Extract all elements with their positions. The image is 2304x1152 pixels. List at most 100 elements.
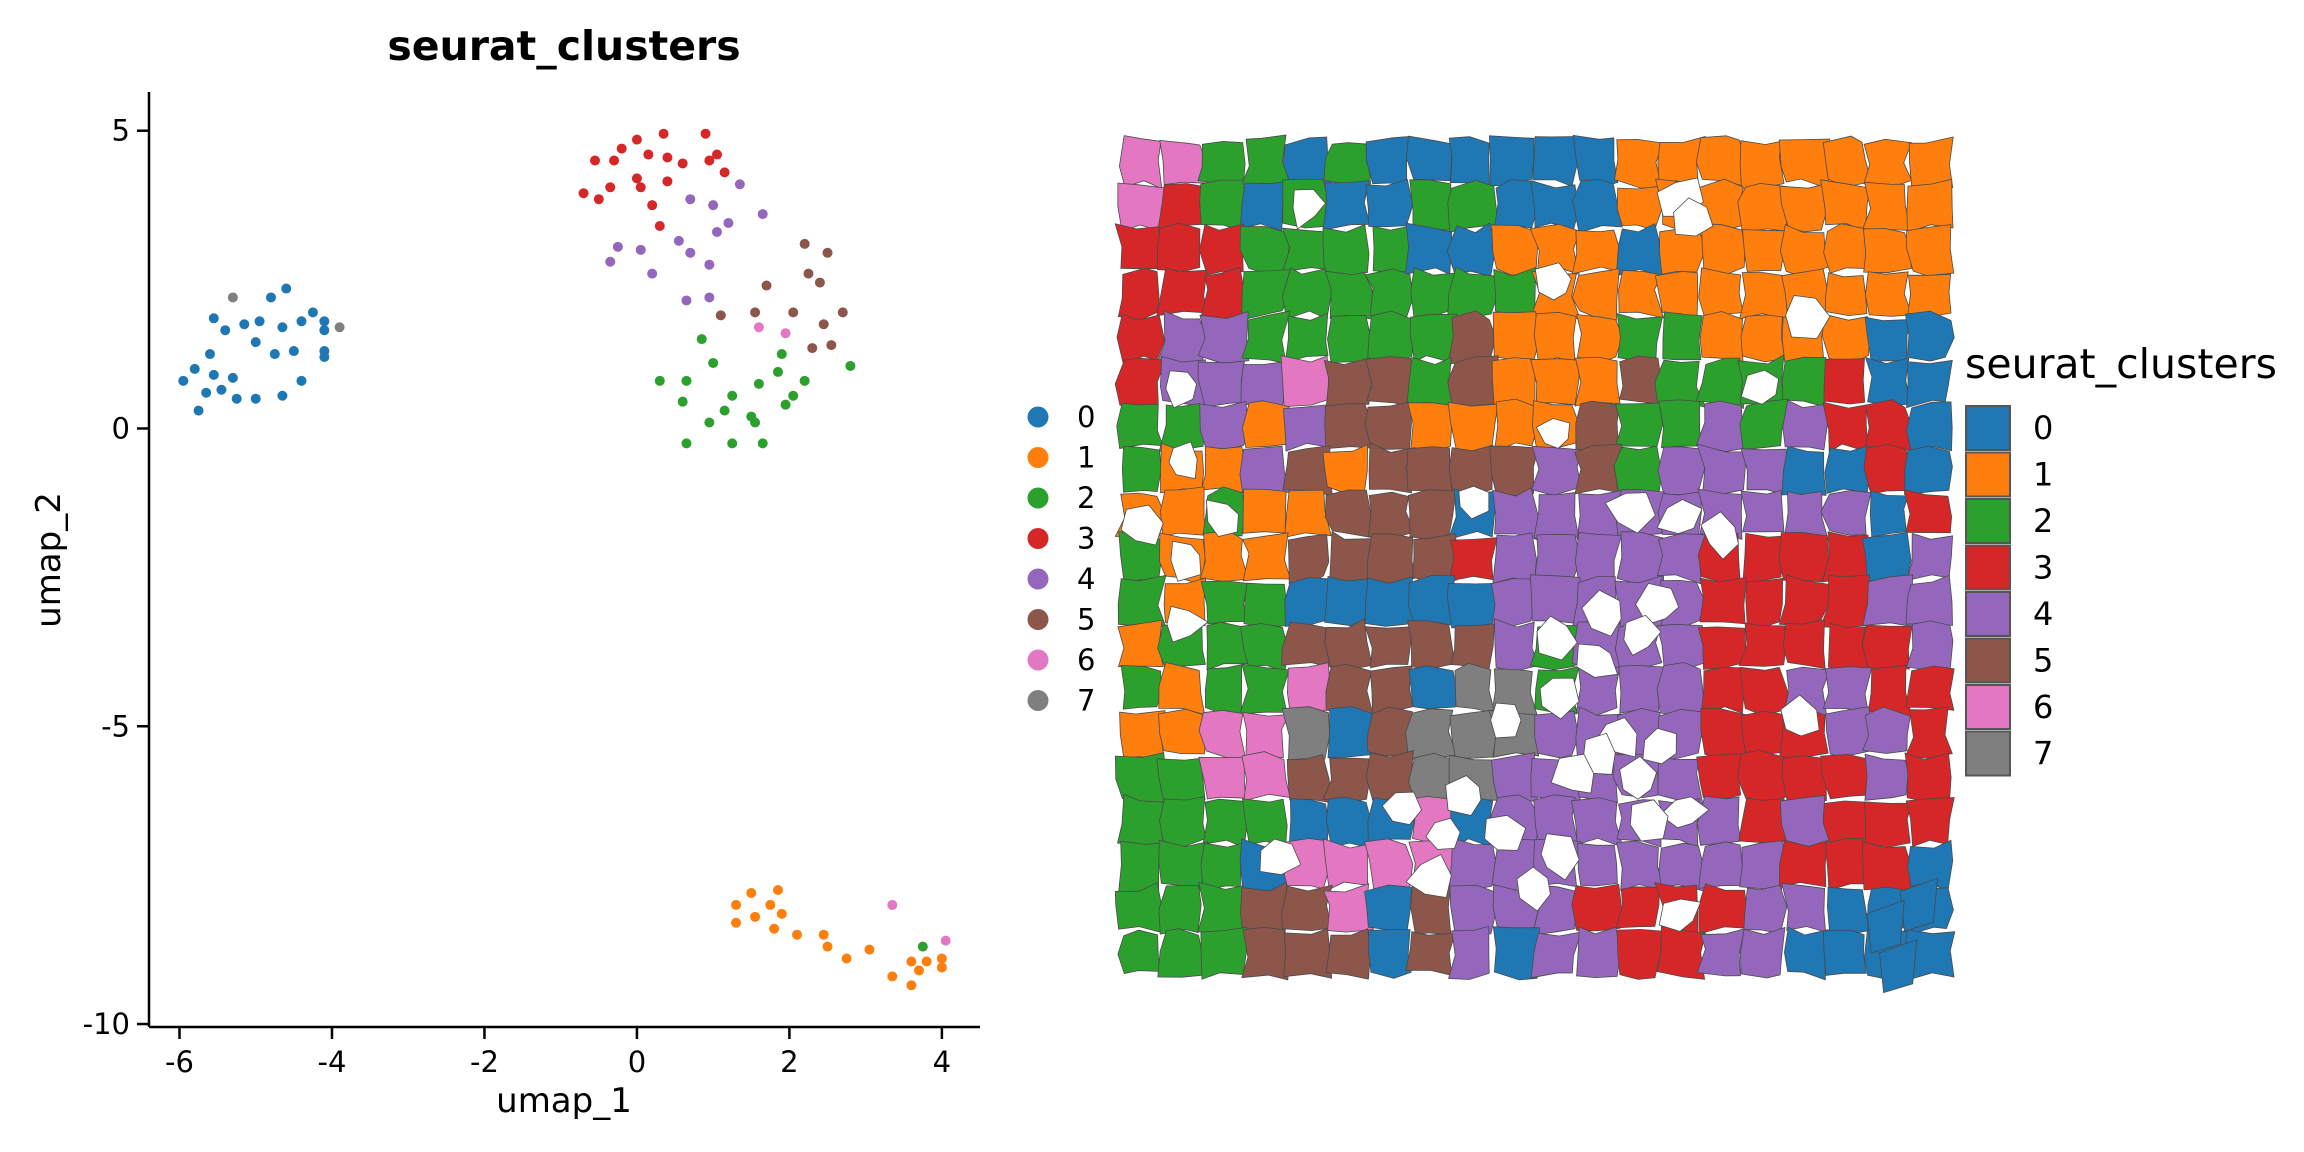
tissue-spot — [1862, 574, 1914, 628]
data-point — [807, 343, 818, 354]
tissue-spot — [1822, 929, 1867, 976]
tissue-spot — [1656, 533, 1706, 585]
tissue-hole — [1740, 369, 1780, 405]
tissue-spot — [1117, 267, 1160, 321]
tissue-spot — [1739, 271, 1789, 322]
legend-label: 1 — [1077, 441, 1095, 475]
tissue-spot — [1410, 267, 1457, 321]
data-point — [178, 375, 189, 386]
umap-x-axis-label: umap_1 — [496, 1081, 632, 1121]
legend-swatch — [1965, 451, 2011, 498]
tissue-spot — [1739, 140, 1785, 190]
data-point — [307, 307, 318, 318]
data-point — [788, 390, 799, 401]
umap-legend: 0 1 2 3 4 5 6 7 — [1027, 400, 1095, 718]
tissue-spot — [1824, 445, 1871, 494]
tissue-spot — [1324, 489, 1374, 539]
data-point — [753, 378, 764, 389]
data-point — [696, 334, 707, 345]
tissue-spot — [1778, 574, 1830, 627]
data-point — [940, 935, 951, 946]
data-point — [704, 292, 715, 303]
tissue-spot — [1407, 620, 1455, 669]
data-point — [631, 134, 642, 145]
data-point — [220, 325, 231, 336]
tissue-spot — [1698, 267, 1744, 318]
data-point — [193, 405, 204, 416]
tissue-spot — [1781, 755, 1832, 805]
tissue-spot — [1322, 757, 1371, 803]
data-point — [681, 375, 692, 386]
data-point — [803, 268, 814, 279]
tissue-spot — [1905, 224, 1955, 277]
tissue-spot — [1738, 622, 1787, 667]
tissue-spot — [1158, 708, 1207, 755]
tissue-spot — [1656, 662, 1705, 716]
data-point — [250, 337, 261, 348]
tissue-spot — [1454, 662, 1496, 715]
tissue-spot — [1879, 939, 1918, 994]
y-tick-label: 0 — [112, 411, 130, 445]
tissue-spot — [1572, 178, 1623, 234]
tissue-spot — [1739, 926, 1786, 979]
tissue-spot — [1867, 664, 1913, 717]
data-point — [605, 182, 616, 193]
tissue-spot — [1446, 582, 1499, 629]
tissue-spot — [1239, 445, 1291, 495]
legend-swatch — [1027, 568, 1049, 590]
data-point — [265, 292, 276, 303]
data-point — [227, 372, 238, 383]
tissue-spot — [1407, 402, 1455, 453]
tissue-hole — [1458, 485, 1490, 520]
data-point — [605, 256, 616, 267]
tissue-hole — [1535, 418, 1571, 449]
tissue-spot — [1656, 926, 1706, 980]
tissue-spot — [1696, 795, 1742, 846]
tissue-hole — [1659, 796, 1710, 829]
tissue-spot — [1408, 665, 1458, 710]
tissue-spot — [1740, 448, 1788, 495]
tissue-spot — [1120, 664, 1162, 710]
tissue-spot — [1906, 532, 1954, 582]
data-point — [757, 209, 768, 220]
data-point — [216, 384, 227, 395]
data-point — [208, 313, 219, 324]
spatial-legend-title: seurat_clusters — [1965, 340, 2277, 388]
tissue-spot — [1864, 316, 1914, 365]
tissue-hole — [1550, 753, 1595, 794]
tissue-spot — [1158, 885, 1202, 935]
data-point — [841, 953, 852, 964]
tissue-hole — [1445, 775, 1482, 816]
data-point — [708, 357, 719, 368]
tissue-spot — [1904, 752, 1952, 802]
tissue-spot — [1869, 490, 1909, 538]
tissue-spot — [1906, 359, 1953, 409]
tissue-spot — [1826, 886, 1870, 936]
tissue-spot — [1905, 706, 1953, 759]
data-point — [635, 182, 646, 193]
data-point — [334, 322, 345, 333]
data-point — [750, 307, 761, 318]
x-tick-label: 4 — [933, 1045, 951, 1079]
tissue-hole — [1581, 589, 1622, 637]
data-point — [231, 393, 242, 404]
legend-label: 2 — [1077, 481, 1095, 515]
tissue-spot — [1862, 228, 1912, 274]
legend-swatch — [1965, 637, 2011, 684]
tissue-spot — [1449, 884, 1498, 936]
data-point — [818, 319, 829, 330]
tissue-hole — [1120, 504, 1164, 546]
tissue-spot — [1325, 928, 1372, 980]
tissue-spot — [1287, 533, 1330, 585]
data-point — [715, 310, 726, 321]
data-point — [776, 349, 787, 360]
legend-label: 4 — [1077, 562, 1095, 596]
tissue-spot — [1658, 399, 1702, 449]
tissue-spot — [1405, 135, 1453, 182]
data-point — [727, 438, 738, 449]
tissue-spot — [1282, 404, 1331, 452]
tissue-spot — [1448, 537, 1498, 582]
tissue-spot — [1616, 531, 1665, 585]
tissue-spot — [1779, 795, 1831, 849]
data-point — [239, 319, 250, 330]
